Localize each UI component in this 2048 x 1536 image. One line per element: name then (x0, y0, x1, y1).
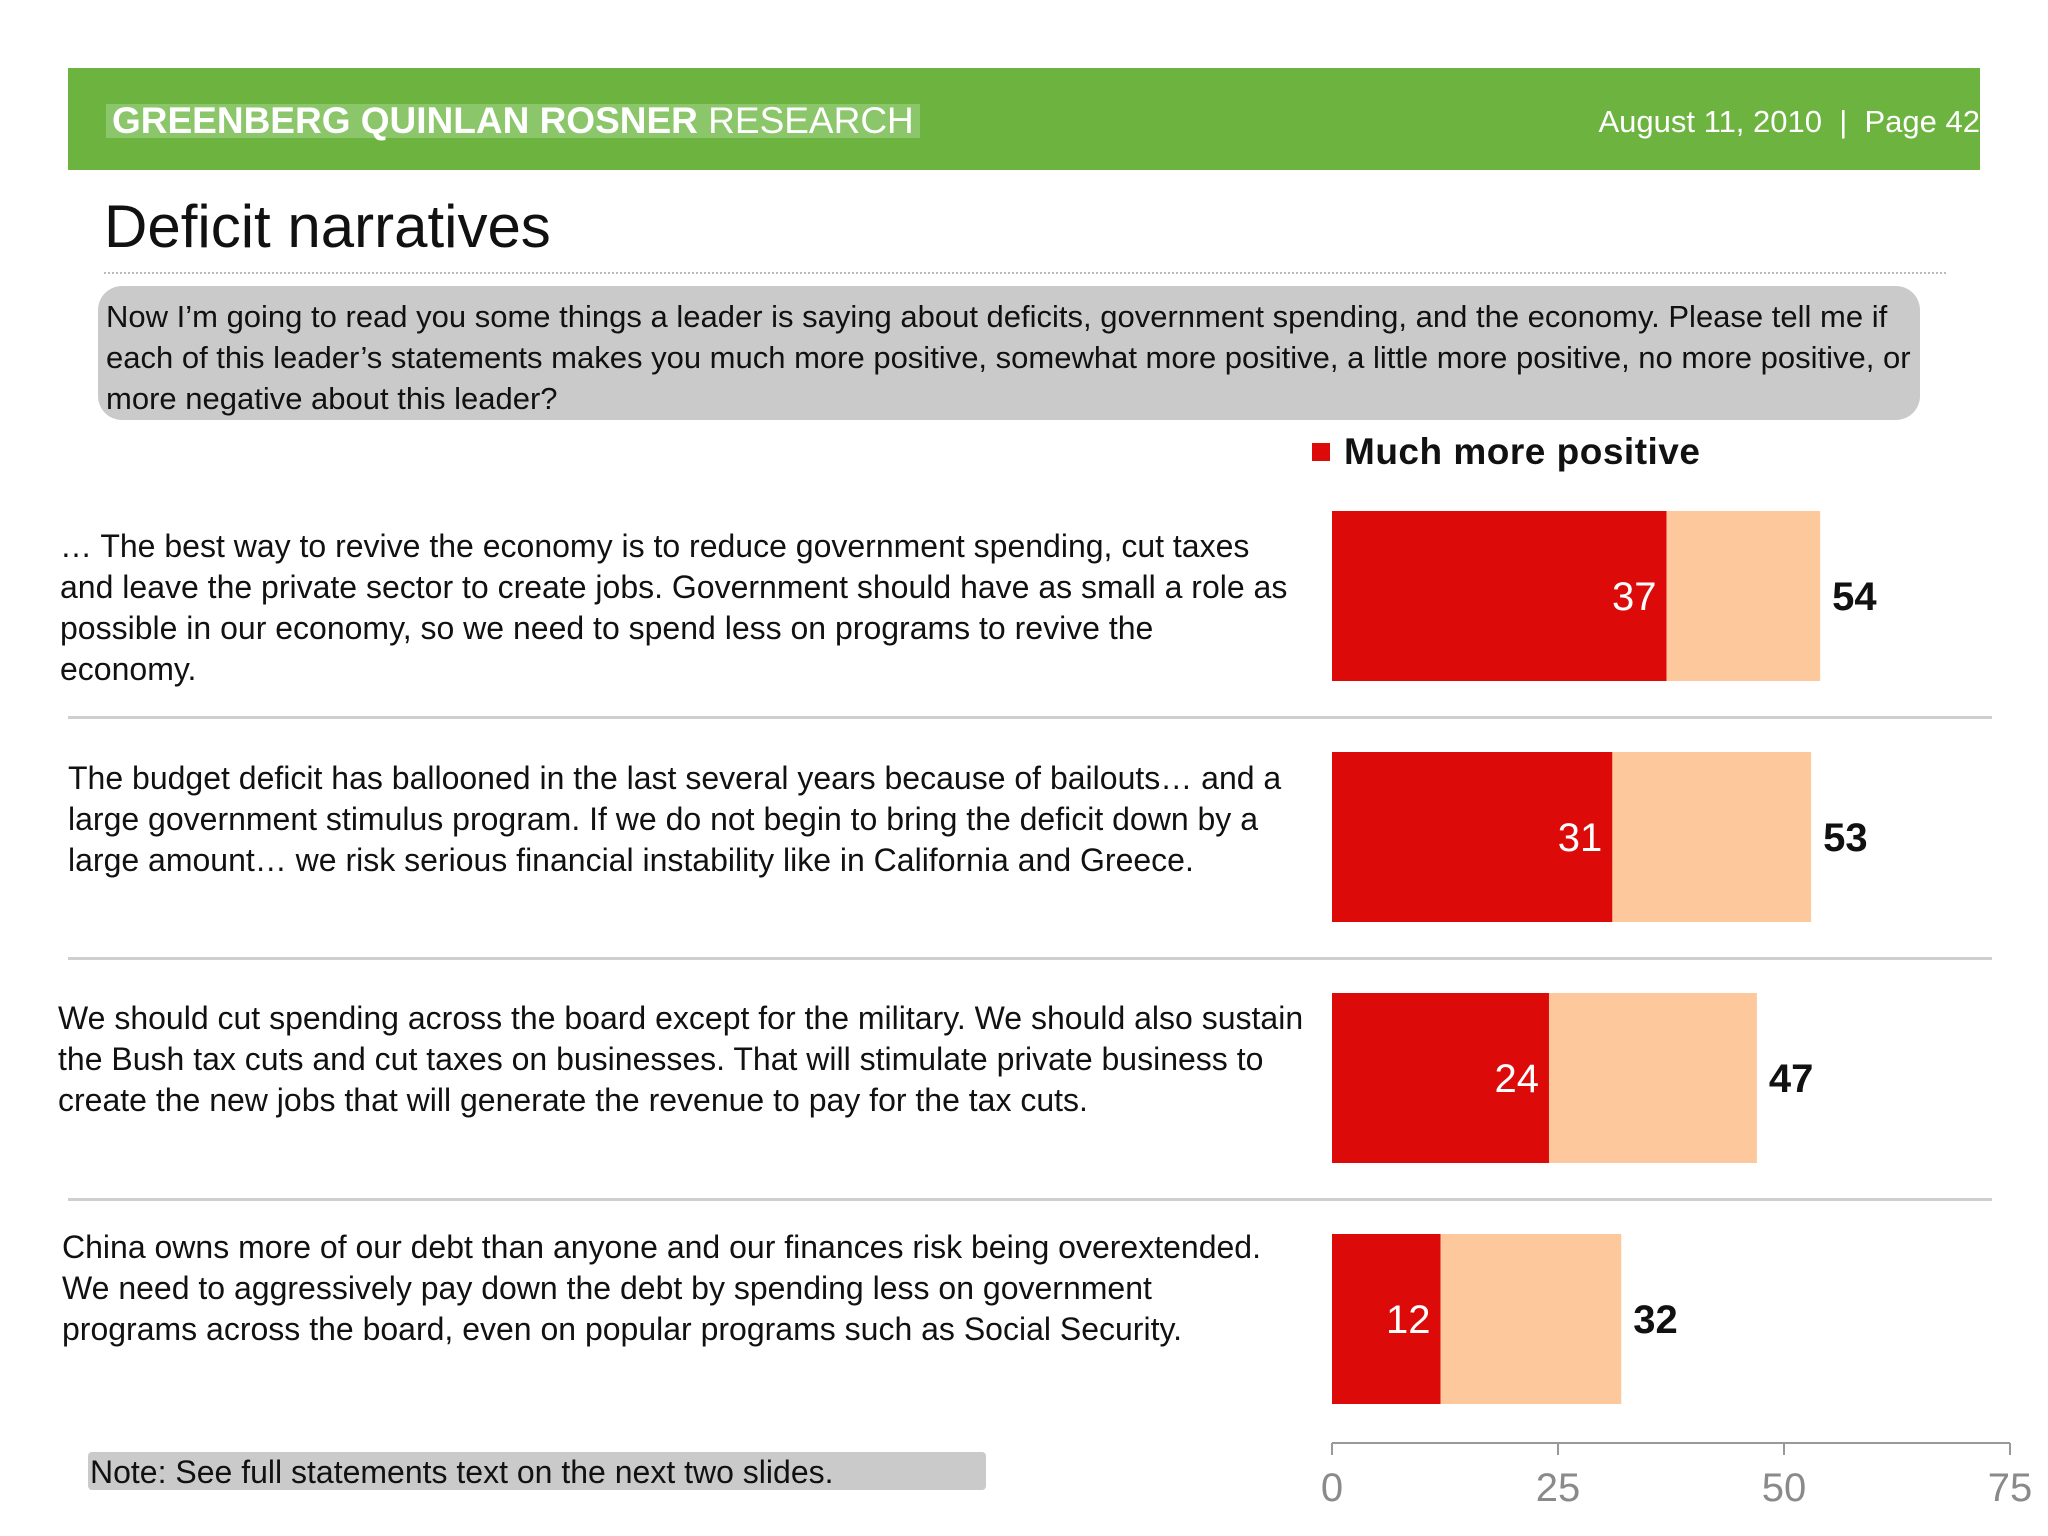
x-tick-label: 75 (1988, 1466, 2033, 1510)
data-label-much-more-positive: 37 (1612, 575, 1657, 619)
statement-4: China owns more of our debt than anyone … (62, 1229, 1261, 1347)
data-label-total-positive: 53 (1823, 816, 1868, 860)
bar-much-more-positive (1332, 1234, 1441, 1404)
statement-2: The budget deficit has ballooned in the … (68, 760, 1282, 878)
row-divider (68, 1198, 1992, 1201)
header-bar: GREENBERG QUINLAN ROSNER RESEARCH August… (68, 68, 1980, 170)
statement-3: We should cut spending across the board … (58, 1000, 1304, 1118)
statement-1: … The best way to revive the economy is … (60, 528, 1288, 687)
data-label-much-more-positive: 24 (1494, 1057, 1539, 1101)
question-box: Now I’m going to read you some things a … (98, 286, 1920, 420)
x-tick-label: 50 (1762, 1466, 1807, 1510)
data-label-much-more-positive: 31 (1558, 816, 1603, 860)
brand-name: GREENBERG QUINLAN ROSNER (112, 100, 698, 141)
data-label-total-positive: 54 (1832, 575, 1877, 619)
page-title: Deficit narratives (104, 193, 551, 260)
brand-logo: GREENBERG QUINLAN ROSNER RESEARCH (106, 102, 920, 139)
bar-much-more-positive (1332, 752, 1613, 922)
row-divider (68, 716, 1992, 719)
footnote: Note: See full statements text on the ne… (88, 1452, 986, 1490)
bar-much-more-positive (1332, 993, 1549, 1163)
legend: Much more positive (1312, 428, 1700, 476)
brand-research: RESEARCH (708, 100, 914, 141)
bar-much-more-positive (1332, 511, 1667, 681)
x-tick-label: 25 (1536, 1466, 1581, 1510)
date-page-label: August 11, 2010 | Page 42 (1598, 104, 1981, 139)
legend-swatch-icon (1312, 443, 1330, 461)
data-label-much-more-positive: 12 (1386, 1298, 1431, 1342)
data-label-total-positive: 47 (1769, 1057, 1814, 1101)
data-label-total-positive: 32 (1633, 1298, 1678, 1342)
x-tick-label: 0 (1321, 1466, 1343, 1510)
title-divider (104, 272, 1946, 274)
row-divider (68, 957, 1992, 960)
legend-label: Much more positive (1344, 431, 1701, 472)
